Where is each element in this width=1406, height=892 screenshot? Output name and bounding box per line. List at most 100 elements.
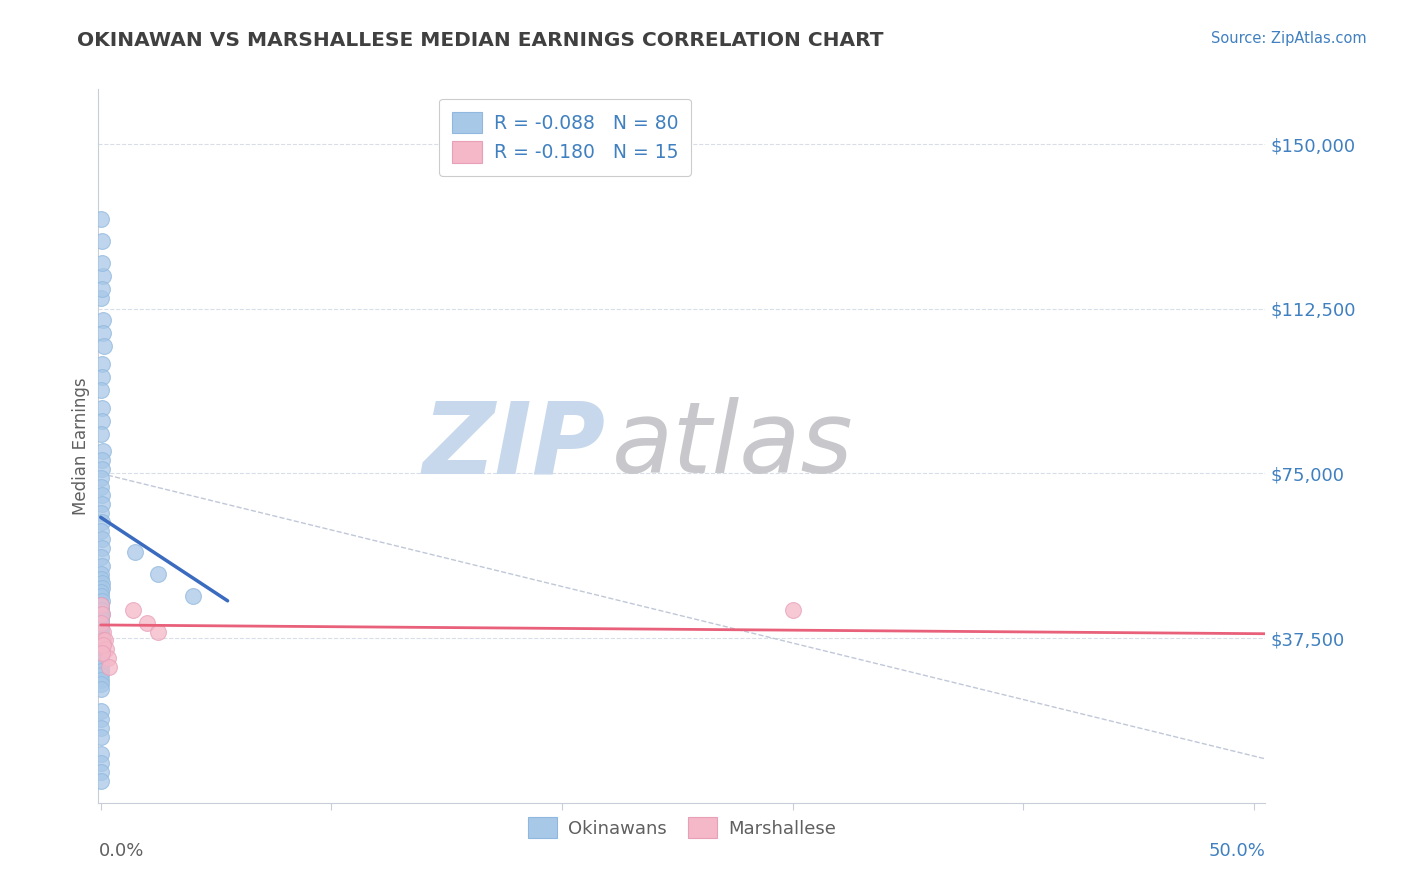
Point (90, 594, 112, 608)
Point (124, 545, 146, 559)
Point (122, 602, 145, 616)
Y-axis label: Median Earnings: Median Earnings (72, 377, 90, 515)
Point (90, 677, 112, 691)
Point (90, 291, 112, 305)
Point (90, 369, 112, 384)
Point (90, 615, 112, 630)
Point (90, 668, 112, 682)
Point (90, 357, 112, 371)
Point (90, 655, 112, 669)
Point (96, 642, 118, 657)
Text: 0.0%: 0.0% (98, 842, 143, 860)
Text: ZIP: ZIP (423, 398, 606, 494)
Point (90, 615, 112, 630)
Point (135, 615, 157, 630)
Point (90, 611, 112, 625)
Point (90, 414, 112, 428)
Point (91, 633, 114, 648)
Point (90, 549, 112, 564)
Text: OKINAWAN VS MARSHALLESE MEDIAN EARNINGS CORRELATION CHART: OKINAWAN VS MARSHALLESE MEDIAN EARNINGS … (77, 31, 884, 50)
Text: 50.0%: 50.0% (1209, 842, 1265, 860)
Point (90, 712, 112, 726)
Point (90, 635, 112, 649)
Point (91, 624, 114, 639)
Legend: Okinawans, Marshallese: Okinawans, Marshallese (519, 808, 845, 847)
Point (93, 326, 115, 340)
Point (90, 572, 112, 586)
Point (91, 444, 114, 458)
Point (90, 524, 112, 538)
Point (782, 602, 804, 616)
Point (90, 624, 112, 639)
Text: Source: ZipAtlas.com: Source: ZipAtlas.com (1211, 31, 1367, 46)
Point (91, 533, 114, 547)
Point (90, 730, 112, 744)
Point (91, 401, 114, 415)
Point (90, 480, 112, 494)
Point (94, 633, 117, 648)
Point (91, 282, 114, 296)
Point (90, 704, 112, 718)
Point (90, 471, 112, 485)
Point (90, 620, 112, 634)
Point (90, 651, 112, 665)
Point (91, 607, 114, 621)
Point (91, 268, 114, 283)
Point (91, 312, 114, 326)
Point (90, 590, 112, 604)
Point (181, 590, 204, 604)
Point (91, 255, 114, 269)
Point (97, 659, 120, 673)
Point (90, 383, 112, 397)
Point (90, 488, 112, 502)
Point (148, 567, 170, 582)
Point (90, 659, 112, 673)
Point (90, 721, 112, 735)
Point (90, 602, 112, 616)
Point (90, 642, 112, 657)
Point (90, 598, 112, 612)
Point (93, 339, 115, 353)
Point (90, 462, 112, 476)
Point (90, 611, 112, 625)
Point (90, 541, 112, 555)
Point (90, 664, 112, 678)
Point (90, 626, 112, 640)
Point (148, 624, 170, 639)
Point (90, 673, 112, 687)
Point (90, 630, 112, 644)
Point (90, 773, 112, 788)
Point (90, 598, 112, 612)
Point (90, 607, 112, 621)
Point (90, 647, 112, 661)
Point (90, 576, 112, 591)
Point (90, 567, 112, 582)
Point (90, 631, 112, 645)
Point (90, 607, 112, 621)
Point (90, 638, 112, 652)
Point (91, 581, 114, 595)
Point (90, 426, 112, 441)
Point (90, 640, 112, 654)
Point (90, 644, 112, 658)
Point (90, 647, 112, 661)
Point (90, 602, 112, 616)
Point (91, 638, 114, 652)
Point (90, 211, 112, 226)
Point (90, 515, 112, 529)
Point (90, 623, 112, 637)
Point (91, 497, 114, 511)
Point (90, 506, 112, 520)
Point (90, 558, 112, 573)
Point (90, 618, 112, 632)
Point (97, 651, 120, 665)
Point (90, 585, 112, 599)
Point (91, 453, 114, 467)
Point (90, 633, 112, 648)
Text: atlas: atlas (612, 398, 853, 494)
Point (90, 234, 112, 248)
Point (90, 765, 112, 780)
Point (90, 681, 112, 696)
Point (90, 747, 112, 762)
Point (90, 629, 112, 643)
